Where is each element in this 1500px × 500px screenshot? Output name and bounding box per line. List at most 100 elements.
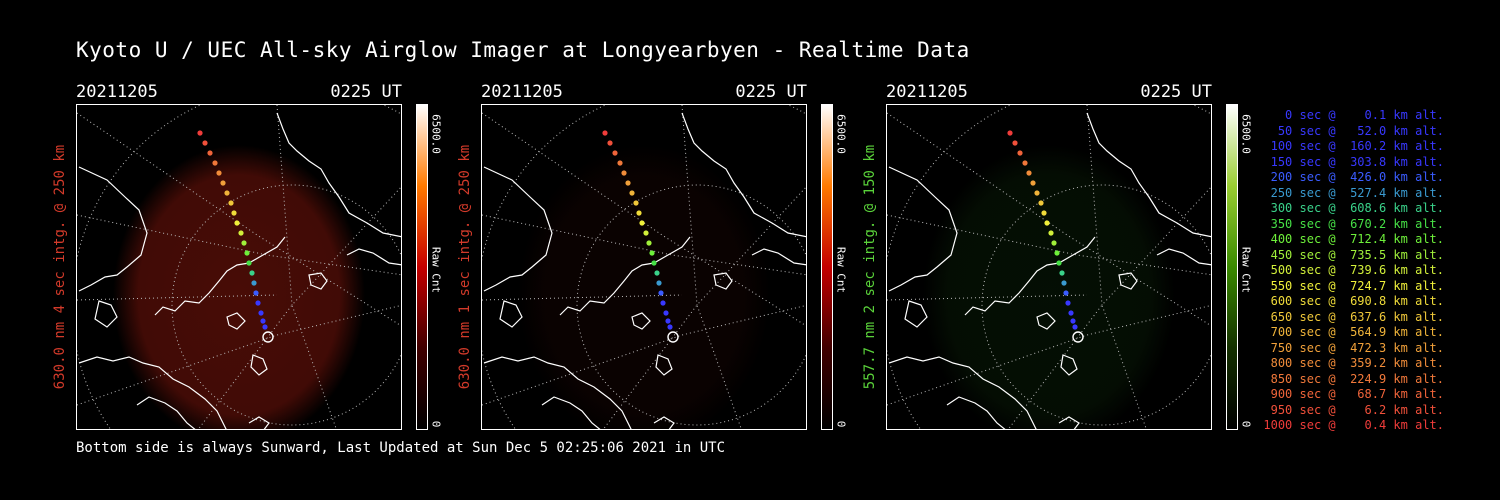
trajectory-point xyxy=(1068,310,1074,316)
trajectory-point xyxy=(602,130,608,136)
coastline xyxy=(559,236,691,316)
coastline xyxy=(250,354,268,376)
legend-entry: 250 sec @ 527.4 km alt. xyxy=(1263,185,1444,200)
trajectory-point xyxy=(625,180,631,186)
trajectory-point xyxy=(660,300,666,306)
coastline xyxy=(631,312,651,330)
trajectory-point xyxy=(636,210,642,216)
trajectory-point xyxy=(1030,180,1036,186)
legend-entry: 150 sec @ 303.8 km alt. xyxy=(1263,154,1444,169)
coastline xyxy=(946,396,1006,429)
trajectory-point xyxy=(639,220,645,226)
trajectory-point xyxy=(1054,250,1060,256)
coastlines xyxy=(78,112,401,429)
trajectory-point xyxy=(665,318,671,324)
legend-entry: 500 sec @ 739.6 km alt. xyxy=(1263,263,1444,277)
airglow-emission xyxy=(923,145,1175,429)
trajectory-point xyxy=(1065,300,1071,306)
colorbar-unit: Raw Cnt xyxy=(833,240,849,300)
trajectory-point xyxy=(241,240,247,246)
launch-site-marker xyxy=(667,331,679,343)
grid-line xyxy=(482,112,806,327)
grid-line xyxy=(1086,105,1103,306)
panel-wavelength-label: 630.0 nm 1 sec intg. @ 250 km xyxy=(451,104,479,430)
coastlines xyxy=(483,112,806,429)
allsky-image xyxy=(481,104,807,430)
map-overlay xyxy=(482,105,806,429)
trajectory-point xyxy=(246,260,252,266)
trajectory-point xyxy=(1048,230,1054,236)
trajectory-point xyxy=(255,300,261,306)
grid-line xyxy=(482,214,806,276)
grid-line xyxy=(887,294,1088,301)
airglow-panel-3: 20211205 0225 UT 557.7 nm 2 sec intg. @ … xyxy=(862,80,1266,430)
trajectory-point xyxy=(1059,270,1065,276)
ylabel-text: 557.7 nm 2 sec intg. @ 150 km xyxy=(862,144,878,390)
trajectory-point xyxy=(216,170,222,176)
grid-line xyxy=(887,112,1211,327)
footer-note: Bottom side is always Sunward, Last Upda… xyxy=(76,440,726,456)
coastline xyxy=(136,396,196,429)
legend-entry: 650 sec @ 637.6 km alt. xyxy=(1263,309,1444,324)
coastline xyxy=(904,300,928,328)
colorbar-min: 0 xyxy=(428,416,444,432)
colorbar-max-text: 6500.0 xyxy=(834,114,848,154)
coastline xyxy=(1156,248,1211,266)
coastline xyxy=(94,300,118,328)
grid-line xyxy=(276,105,293,306)
trajectory-point xyxy=(1056,260,1062,266)
trajectory-point xyxy=(1007,130,1013,136)
ylabel-text: 630.0 nm 4 sec intg. @ 250 km xyxy=(52,144,68,390)
coastline xyxy=(653,416,675,429)
coastline xyxy=(681,112,806,238)
colorbar-min-text: 0 xyxy=(834,420,848,428)
legend-entry: 700 sec @ 564.9 km alt. xyxy=(1263,325,1444,339)
colorbar-min-text: 0 xyxy=(429,420,443,428)
trajectory-point xyxy=(654,270,660,276)
coastline xyxy=(964,236,1096,316)
legend-entry: 100 sec @ 160.2 km alt. xyxy=(1263,139,1444,153)
legend-entry: 300 sec @ 608.6 km alt. xyxy=(1263,201,1444,215)
coastline xyxy=(888,166,958,292)
trajectory-point xyxy=(1022,160,1028,166)
trajectory-point xyxy=(663,310,669,316)
coastline xyxy=(1060,354,1078,376)
trajectory-point xyxy=(651,260,657,266)
trajectory-point xyxy=(658,290,664,296)
trajectory-point xyxy=(629,190,635,196)
trajectory-point xyxy=(1051,240,1057,246)
legend-entry: 950 sec @ 6.2 km alt. xyxy=(1263,402,1444,417)
coastline xyxy=(154,236,286,316)
map-overlay xyxy=(887,105,1211,429)
coastline xyxy=(308,272,328,290)
panel-wavelength-label: 557.7 nm 2 sec intg. @ 150 km xyxy=(856,104,884,430)
legend-entry: 600 sec @ 690.8 km alt. xyxy=(1263,294,1444,308)
legend-entry: 50 sec @ 52.0 km alt. xyxy=(1263,123,1444,138)
trajectory-point xyxy=(231,210,237,216)
trajectory-point xyxy=(1034,190,1040,196)
panel-time: 0225 UT xyxy=(1140,82,1212,102)
panel-date: 20211205 xyxy=(886,82,968,102)
trajectory-point xyxy=(643,230,649,236)
trajectory-point xyxy=(612,150,618,156)
trajectory-point xyxy=(238,230,244,236)
trajectory-point xyxy=(1061,280,1067,286)
trajectory-point xyxy=(1070,318,1076,324)
trajectory-point xyxy=(1072,324,1078,330)
airglow-emission xyxy=(518,145,770,429)
colorbar-max: 6500.0 xyxy=(833,104,849,164)
legend-entry: 900 sec @ 68.7 km alt. xyxy=(1263,387,1444,401)
trajectory-point xyxy=(207,150,213,156)
trajectory-point xyxy=(667,324,673,330)
coastline xyxy=(248,416,270,429)
grid-line xyxy=(482,294,683,301)
rocket-trajectory xyxy=(1007,130,1084,343)
legend-entry: 850 sec @ 224.9 km alt. xyxy=(1263,371,1444,386)
allsky-image xyxy=(76,104,402,430)
legend-entry: 200 sec @ 426.0 km alt. xyxy=(1263,170,1444,184)
trajectory-point xyxy=(1012,140,1018,146)
trajectory-point xyxy=(220,180,226,186)
trajectory-point xyxy=(262,324,268,330)
coastline xyxy=(483,356,632,429)
coastline xyxy=(888,356,1037,429)
